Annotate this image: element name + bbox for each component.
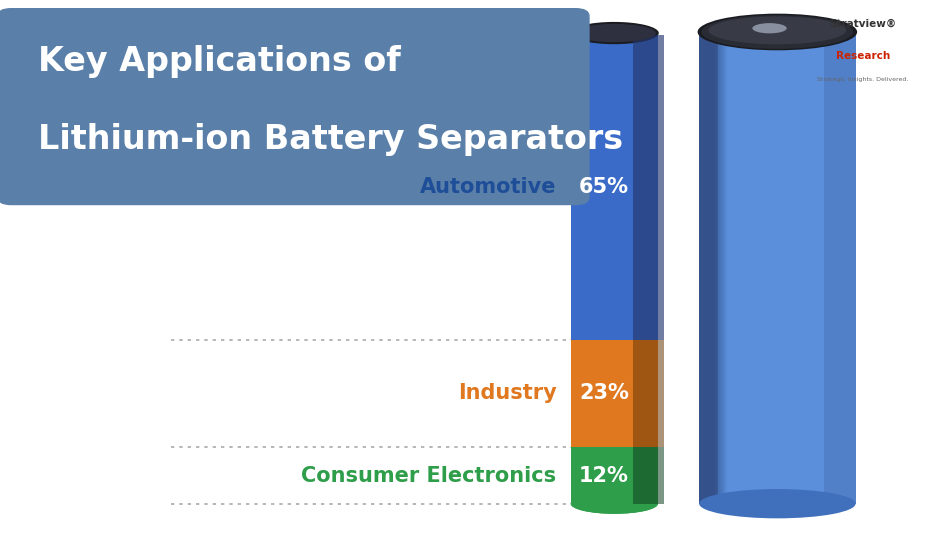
Text: 12%: 12% bbox=[579, 465, 629, 486]
Text: Consumer Electronics: Consumer Electronics bbox=[301, 465, 556, 486]
Bar bbox=[699, 35, 716, 504]
Bar bbox=[699, 35, 855, 504]
Bar bbox=[699, 35, 720, 504]
Bar bbox=[699, 35, 725, 504]
Ellipse shape bbox=[753, 23, 787, 34]
Bar bbox=[699, 35, 717, 504]
Bar bbox=[699, 35, 724, 504]
Bar bbox=[571, 340, 658, 447]
FancyBboxPatch shape bbox=[0, 8, 590, 205]
Text: Industry: Industry bbox=[458, 383, 556, 403]
Bar bbox=[699, 35, 714, 504]
Ellipse shape bbox=[702, 15, 853, 49]
Ellipse shape bbox=[699, 489, 855, 518]
Bar bbox=[699, 35, 718, 504]
Bar bbox=[571, 447, 658, 504]
Bar bbox=[699, 35, 726, 504]
Text: Research: Research bbox=[835, 51, 890, 61]
Bar bbox=[699, 35, 719, 504]
Text: Strategic Insights. Delivered.: Strategic Insights. Delivered. bbox=[817, 77, 908, 82]
Ellipse shape bbox=[708, 17, 847, 44]
Text: Stratview®: Stratview® bbox=[830, 19, 896, 29]
Ellipse shape bbox=[571, 494, 658, 514]
Text: 65%: 65% bbox=[579, 177, 629, 197]
Bar bbox=[699, 35, 727, 504]
Text: Automotive: Automotive bbox=[420, 177, 556, 197]
Bar bbox=[699, 35, 719, 504]
Bar bbox=[699, 35, 723, 504]
Ellipse shape bbox=[698, 14, 857, 50]
Bar bbox=[699, 35, 720, 504]
Bar bbox=[699, 35, 726, 504]
Bar bbox=[699, 35, 718, 504]
Bar bbox=[633, 340, 664, 447]
Bar bbox=[699, 35, 721, 504]
Ellipse shape bbox=[571, 25, 658, 45]
Ellipse shape bbox=[571, 25, 658, 45]
Bar bbox=[699, 35, 721, 504]
Bar bbox=[571, 35, 658, 340]
Bar bbox=[571, 340, 658, 447]
Ellipse shape bbox=[571, 329, 658, 350]
Text: Lithium-ion Battery Separators: Lithium-ion Battery Separators bbox=[38, 123, 623, 156]
Bar bbox=[571, 447, 658, 504]
Text: 23%: 23% bbox=[579, 383, 629, 403]
Bar bbox=[633, 447, 664, 504]
Text: Key Applications of: Key Applications of bbox=[38, 45, 401, 78]
Ellipse shape bbox=[571, 437, 658, 457]
Bar bbox=[824, 35, 855, 504]
Ellipse shape bbox=[573, 24, 656, 42]
Ellipse shape bbox=[571, 494, 658, 514]
Bar bbox=[633, 35, 664, 340]
Bar bbox=[699, 35, 722, 504]
Bar bbox=[699, 35, 723, 504]
Ellipse shape bbox=[570, 22, 659, 44]
Bar bbox=[699, 35, 716, 504]
Bar bbox=[571, 35, 658, 340]
Bar bbox=[699, 35, 715, 504]
